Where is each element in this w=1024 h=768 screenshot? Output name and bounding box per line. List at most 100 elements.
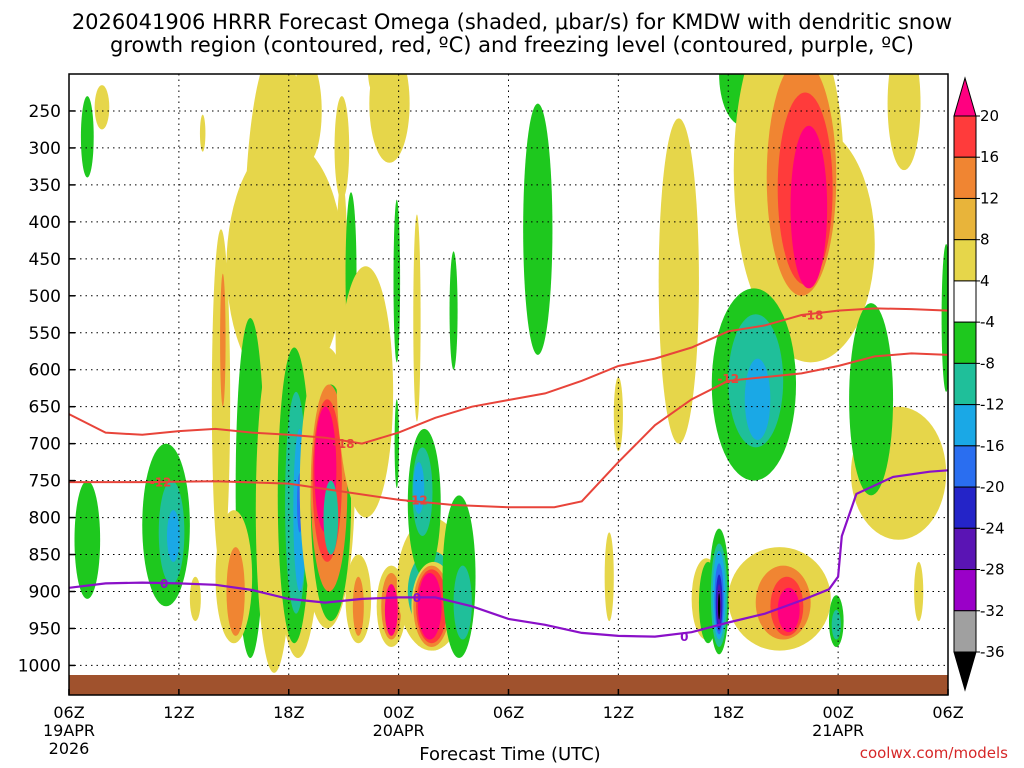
y-tick-label: 600 [29, 361, 61, 381]
omega-region [376, 74, 388, 97]
colorbar-label: 20 [980, 107, 999, 125]
colorbar-label: -4 [980, 313, 995, 331]
omega-region [334, 96, 350, 200]
contour-label-freezing: 0 [680, 630, 688, 644]
colorbar-label: -12 [980, 396, 1005, 414]
colorbar-label: -16 [980, 437, 1005, 455]
omega-region [74, 480, 101, 599]
contour-label-minus18: -18 [333, 437, 355, 451]
y-tick-label: 950 [29, 619, 61, 639]
contour-label-freezing: 0 [413, 591, 421, 605]
colorbar-label: -8 [980, 354, 995, 372]
colorbar-label: 12 [980, 189, 999, 207]
omega-region [613, 377, 623, 452]
y-tick-label: 700 [29, 435, 61, 455]
colorbar-label: 8 [980, 231, 990, 249]
omega-region [413, 214, 421, 422]
y-axis: 250 300 350 400 450 500 550 600 650 700 750 800 850 9… [18, 102, 75, 676]
y-tick-label: 400 [29, 213, 61, 233]
colorbar-segment [953, 156, 977, 199]
colorbar-segment [953, 445, 977, 488]
omega-region [226, 547, 245, 636]
x-tick-label: 00Z [383, 703, 414, 722]
omega-region [417, 573, 442, 640]
y-tick-label: 350 [29, 176, 61, 196]
omega-region [914, 561, 924, 622]
colorbar-segment [953, 610, 977, 653]
x-tick-label: 12Z [603, 703, 634, 722]
contour-lines: -12 -18 -12 -18 -12 0 0 0 [69, 307, 948, 644]
omega-region [449, 251, 458, 370]
colorbar-label: -24 [980, 519, 1005, 537]
x-tick-label: 12Z [163, 703, 194, 722]
x-date-label: 21APR [812, 721, 864, 740]
omega-region [352, 576, 364, 636]
colorbar-segment [953, 321, 977, 364]
omega-region [394, 399, 399, 488]
colorbar-bottom-arrow [953, 651, 977, 692]
omega-region [887, 74, 921, 171]
x-tick-label: 06Z [932, 703, 963, 722]
omega-shading [74, 74, 948, 673]
contour-label-minus12: -12 [717, 372, 739, 386]
omega-region [777, 587, 800, 633]
omega-region [166, 510, 180, 562]
colorbar-label: -20 [980, 478, 1005, 496]
contour-label-minus12: -12 [150, 476, 172, 490]
y-tick-label: 800 [29, 509, 61, 529]
omega-region [393, 199, 401, 363]
omega-region [226, 140, 344, 392]
omega-region [658, 118, 699, 444]
omega-region [80, 96, 94, 178]
omega-region [831, 609, 841, 640]
omega-region [220, 273, 226, 407]
colorbar-segment [953, 115, 977, 158]
chart-title-line-2: growth region (contoured, red, ºC) and f… [110, 33, 914, 57]
colorbar-label: -32 [980, 602, 1005, 620]
omega-region [941, 244, 948, 392]
y-tick-label: 450 [29, 250, 61, 270]
omega-region [292, 74, 322, 163]
colorbar-segment [953, 280, 977, 323]
colorbar-segment [953, 197, 977, 241]
omega-region [189, 576, 201, 622]
dgz-minus18-contour [69, 307, 948, 445]
y-tick-label: 850 [29, 546, 61, 566]
y-tick-label: 900 [29, 583, 61, 603]
x-tick-label: 06Z [53, 703, 84, 722]
omega-region [849, 303, 894, 496]
y-tick-label: 300 [29, 139, 61, 159]
x-year-label: 2026 [49, 739, 90, 758]
y-tick-label: 650 [29, 398, 61, 418]
omega-region [94, 85, 110, 130]
y-tick-label: 550 [29, 324, 61, 344]
omega-region [744, 358, 771, 440]
x-axis-title: Forecast Time (UTC) [419, 744, 601, 765]
contour-label-minus12: -12 [406, 493, 428, 507]
omega-region [453, 565, 472, 640]
colorbar-label: 16 [980, 148, 999, 166]
contour-label-freezing: 0 [160, 577, 168, 591]
colorbar-label: -36 [980, 643, 1005, 661]
x-date-label: 19APR [43, 721, 95, 740]
credit-text[interactable]: coolwx.com/models [859, 744, 1008, 762]
omega-region [523, 103, 553, 355]
colorbar-segment [953, 362, 977, 406]
colorbar-segment [953, 569, 977, 612]
colorbar: 20 16 12 8 4 -4 -8 -12 -16 -20 -24 -28 -32 -36 [953, 76, 1005, 692]
y-tick-label: 500 [29, 287, 61, 307]
omega-region [790, 125, 828, 289]
omega-region [199, 114, 206, 152]
omega-region [369, 74, 410, 163]
dgz-minus12-contour [69, 352, 948, 509]
omega-region [338, 266, 394, 518]
omega-region [211, 229, 231, 570]
omega-region [604, 532, 614, 622]
y-tick-label: 1000 [18, 656, 61, 676]
chart-title-line-1: 2026041906 HRRR Forecast Omega (shaded, … [71, 10, 953, 34]
colorbar-segment [953, 239, 977, 282]
contour-label-minus18: -18 [802, 309, 824, 323]
x-tick-label: 18Z [273, 703, 304, 722]
x-tick-label: 00Z [822, 703, 853, 722]
